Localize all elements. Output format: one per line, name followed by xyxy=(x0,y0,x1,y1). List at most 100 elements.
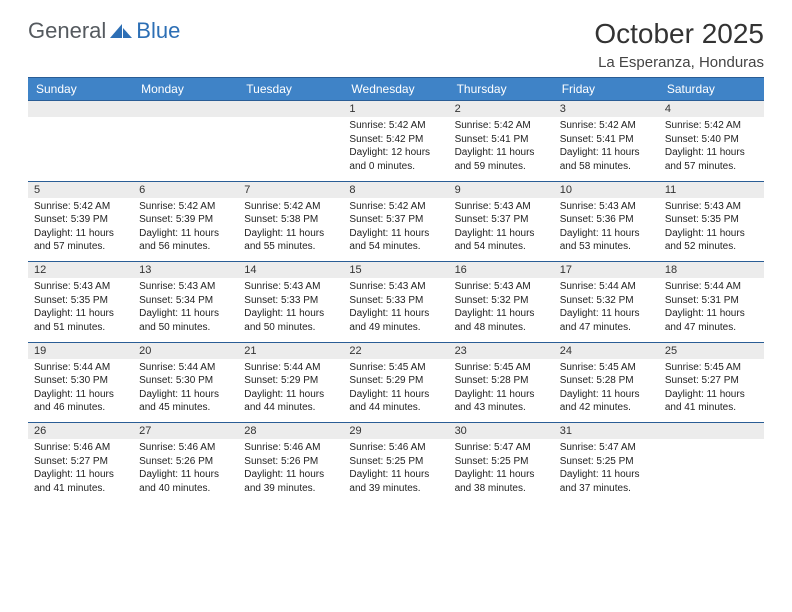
sunset-line: Sunset: 5:25 PM xyxy=(560,455,653,469)
logo-sail-icon xyxy=(110,24,132,38)
day-number-cell: 15 xyxy=(343,262,448,279)
day-number-cell: 27 xyxy=(133,423,238,440)
daylight-line: Daylight: 11 hours and 48 minutes. xyxy=(455,307,548,334)
day-number-row: 262728293031 xyxy=(28,423,764,440)
sunset-line: Sunset: 5:30 PM xyxy=(139,374,232,388)
day-content-cell: Sunrise: 5:43 AMSunset: 5:35 PMDaylight:… xyxy=(659,198,764,262)
day-number-cell: 2 xyxy=(449,101,554,118)
daylight-line: Daylight: 11 hours and 58 minutes. xyxy=(560,146,653,173)
day-number-row: 567891011 xyxy=(28,181,764,198)
day-content-row: Sunrise: 5:43 AMSunset: 5:35 PMDaylight:… xyxy=(28,278,764,342)
day-number-cell xyxy=(238,101,343,118)
day-number-cell: 8 xyxy=(343,181,448,198)
daylight-line: Daylight: 11 hours and 53 minutes. xyxy=(560,227,653,254)
day-content-cell xyxy=(28,117,133,181)
day-number-cell: 28 xyxy=(238,423,343,440)
day-content-cell: Sunrise: 5:47 AMSunset: 5:25 PMDaylight:… xyxy=(449,439,554,503)
sunrise-line: Sunrise: 5:42 AM xyxy=(560,119,653,133)
sunrise-line: Sunrise: 5:44 AM xyxy=(560,280,653,294)
sunset-line: Sunset: 5:35 PM xyxy=(665,213,758,227)
daylight-line: Daylight: 11 hours and 40 minutes. xyxy=(139,468,232,495)
day-number-cell: 13 xyxy=(133,262,238,279)
daylight-line: Daylight: 11 hours and 44 minutes. xyxy=(244,388,337,415)
day-number-cell xyxy=(133,101,238,118)
weekday-header: Friday xyxy=(554,78,659,101)
sunrise-line: Sunrise: 5:46 AM xyxy=(349,441,442,455)
sunset-line: Sunset: 5:28 PM xyxy=(560,374,653,388)
sunrise-line: Sunrise: 5:44 AM xyxy=(665,280,758,294)
sunrise-line: Sunrise: 5:44 AM xyxy=(34,361,127,375)
day-number-cell: 14 xyxy=(238,262,343,279)
day-number-cell: 1 xyxy=(343,101,448,118)
day-content-cell: Sunrise: 5:42 AMSunset: 5:39 PMDaylight:… xyxy=(28,198,133,262)
day-content-cell: Sunrise: 5:44 AMSunset: 5:31 PMDaylight:… xyxy=(659,278,764,342)
day-number-cell: 6 xyxy=(133,181,238,198)
day-content-row: Sunrise: 5:46 AMSunset: 5:27 PMDaylight:… xyxy=(28,439,764,503)
day-number-cell: 30 xyxy=(449,423,554,440)
sunrise-line: Sunrise: 5:42 AM xyxy=(349,200,442,214)
sunset-line: Sunset: 5:36 PM xyxy=(560,213,653,227)
daylight-line: Daylight: 11 hours and 45 minutes. xyxy=(139,388,232,415)
day-content-cell: Sunrise: 5:42 AMSunset: 5:41 PMDaylight:… xyxy=(554,117,659,181)
sunset-line: Sunset: 5:39 PM xyxy=(139,213,232,227)
day-content-cell xyxy=(238,117,343,181)
weekday-header: Thursday xyxy=(449,78,554,101)
daylight-line: Daylight: 11 hours and 47 minutes. xyxy=(560,307,653,334)
daylight-line: Daylight: 11 hours and 44 minutes. xyxy=(349,388,442,415)
sunset-line: Sunset: 5:41 PM xyxy=(455,133,548,147)
day-number-cell: 16 xyxy=(449,262,554,279)
daylight-line: Daylight: 11 hours and 51 minutes. xyxy=(34,307,127,334)
sunset-line: Sunset: 5:42 PM xyxy=(349,133,442,147)
sunset-line: Sunset: 5:26 PM xyxy=(244,455,337,469)
location: La Esperanza, Honduras xyxy=(594,54,764,71)
sunset-line: Sunset: 5:40 PM xyxy=(665,133,758,147)
day-content-cell: Sunrise: 5:42 AMSunset: 5:37 PMDaylight:… xyxy=(343,198,448,262)
day-number-row: 19202122232425 xyxy=(28,342,764,359)
day-content-cell: Sunrise: 5:47 AMSunset: 5:25 PMDaylight:… xyxy=(554,439,659,503)
sunset-line: Sunset: 5:25 PM xyxy=(349,455,442,469)
day-content-cell: Sunrise: 5:42 AMSunset: 5:40 PMDaylight:… xyxy=(659,117,764,181)
day-number-cell: 4 xyxy=(659,101,764,118)
day-content-cell: Sunrise: 5:42 AMSunset: 5:42 PMDaylight:… xyxy=(343,117,448,181)
sunset-line: Sunset: 5:33 PM xyxy=(244,294,337,308)
day-number-cell: 26 xyxy=(28,423,133,440)
sunrise-line: Sunrise: 5:42 AM xyxy=(244,200,337,214)
sunrise-line: Sunrise: 5:46 AM xyxy=(244,441,337,455)
sunrise-line: Sunrise: 5:45 AM xyxy=(665,361,758,375)
day-content-cell: Sunrise: 5:46 AMSunset: 5:27 PMDaylight:… xyxy=(28,439,133,503)
daylight-line: Daylight: 11 hours and 46 minutes. xyxy=(34,388,127,415)
day-content-cell: Sunrise: 5:44 AMSunset: 5:30 PMDaylight:… xyxy=(133,359,238,423)
weekday-header: Monday xyxy=(133,78,238,101)
day-number-cell: 23 xyxy=(449,342,554,359)
daylight-line: Daylight: 11 hours and 37 minutes. xyxy=(560,468,653,495)
day-content-cell xyxy=(133,117,238,181)
weekday-header: Wednesday xyxy=(343,78,448,101)
sunset-line: Sunset: 5:34 PM xyxy=(139,294,232,308)
sunrise-line: Sunrise: 5:45 AM xyxy=(349,361,442,375)
day-content-cell: Sunrise: 5:46 AMSunset: 5:26 PMDaylight:… xyxy=(238,439,343,503)
sunset-line: Sunset: 5:33 PM xyxy=(349,294,442,308)
day-number-cell: 10 xyxy=(554,181,659,198)
day-number-cell: 12 xyxy=(28,262,133,279)
day-content-cell: Sunrise: 5:43 AMSunset: 5:37 PMDaylight:… xyxy=(449,198,554,262)
daylight-line: Daylight: 12 hours and 0 minutes. xyxy=(349,146,442,173)
logo-text-blue: Blue xyxy=(136,18,180,44)
sunrise-line: Sunrise: 5:43 AM xyxy=(349,280,442,294)
daylight-line: Daylight: 11 hours and 43 minutes. xyxy=(455,388,548,415)
daylight-line: Daylight: 11 hours and 54 minutes. xyxy=(349,227,442,254)
day-number-cell: 17 xyxy=(554,262,659,279)
daylight-line: Daylight: 11 hours and 52 minutes. xyxy=(665,227,758,254)
day-number-cell: 3 xyxy=(554,101,659,118)
sunset-line: Sunset: 5:30 PM xyxy=(34,374,127,388)
day-number-cell: 25 xyxy=(659,342,764,359)
day-content-cell: Sunrise: 5:46 AMSunset: 5:25 PMDaylight:… xyxy=(343,439,448,503)
day-number-cell: 20 xyxy=(133,342,238,359)
sunrise-line: Sunrise: 5:44 AM xyxy=(139,361,232,375)
day-number-cell: 7 xyxy=(238,181,343,198)
daylight-line: Daylight: 11 hours and 41 minutes. xyxy=(665,388,758,415)
logo-text-general: General xyxy=(28,18,106,44)
day-number-row: 1234 xyxy=(28,101,764,118)
sunrise-line: Sunrise: 5:46 AM xyxy=(34,441,127,455)
daylight-line: Daylight: 11 hours and 57 minutes. xyxy=(665,146,758,173)
day-content-cell: Sunrise: 5:44 AMSunset: 5:32 PMDaylight:… xyxy=(554,278,659,342)
